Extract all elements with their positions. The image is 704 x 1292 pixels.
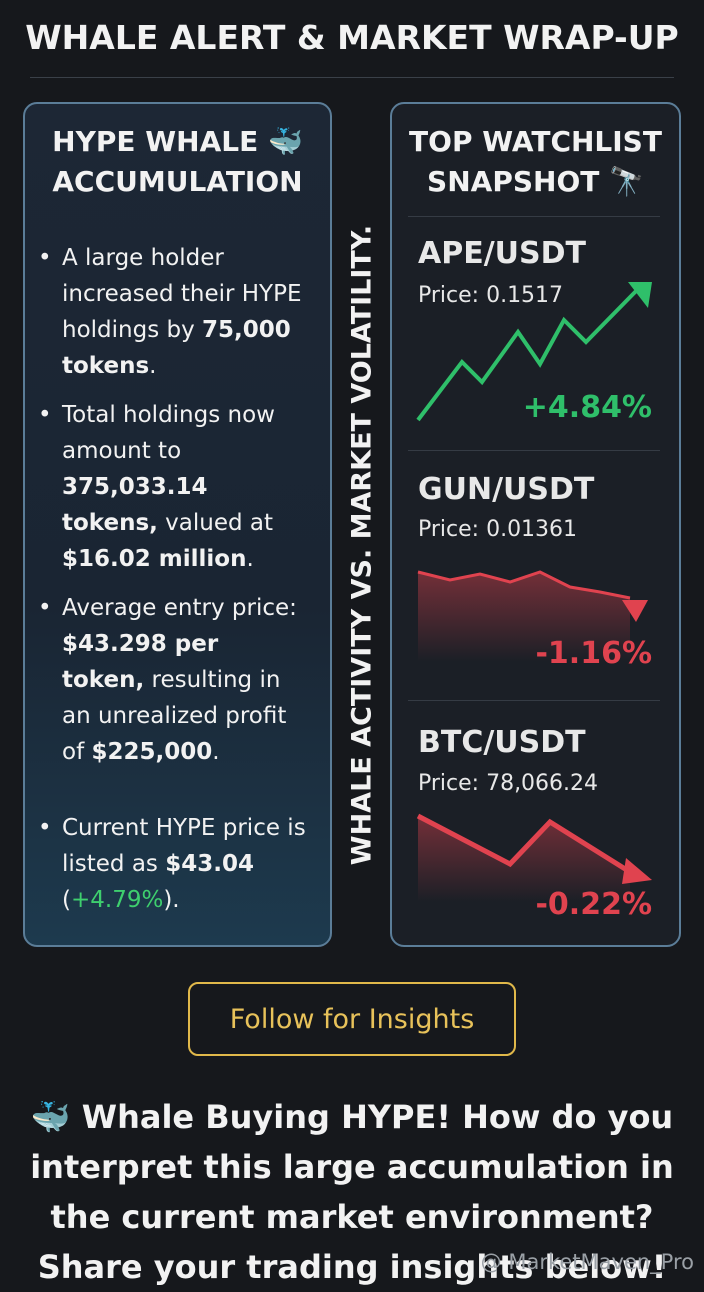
right-panel [390, 102, 681, 947]
sparkline [416, 813, 632, 875]
bullet: A large holder increased their HYPE hold… [38, 240, 306, 384]
side-label: WHALE ACTIVITY VS. MARKET VOLATILITY. [346, 224, 378, 866]
arrow [622, 858, 652, 884]
pair: APE/USDT [418, 236, 586, 271]
bullet-text: Current HYPE price is listed as [62, 815, 306, 877]
bullet-text: $225,000 [91, 739, 213, 765]
separator [408, 216, 660, 217]
bullet-text: +4.79% [70, 887, 164, 913]
bullet-text: Average entry price: [62, 595, 297, 621]
title: WHALE ALERT & MARKET WRAP-UP [25, 18, 679, 57]
sparkline-area [418, 816, 630, 902]
sparkline-area [418, 572, 630, 662]
panel-title: HYPE WHALE 🐳 ACCUMULATION [23, 122, 332, 202]
change: -0.22% [535, 887, 652, 922]
title-line: SNAPSHOT 🔭 [427, 165, 644, 198]
price: Price: 0.01361 [418, 517, 578, 542]
change: +4.84% [522, 390, 652, 425]
change: -1.16% [535, 636, 652, 671]
bullet-text: ( [62, 887, 71, 913]
pair: BTC/USDT [418, 725, 586, 760]
bullet-text: $16.02 million [62, 546, 247, 572]
sparkline [417, 570, 631, 600]
sparkline [416, 285, 642, 422]
bullet-text: . [246, 546, 254, 572]
title-line: HYPE WHALE 🐳 [52, 125, 303, 158]
bullet: Current HYPE price is listed as $43.04 (… [38, 810, 306, 918]
bullet-text: A large holder increased their HYPE hold… [62, 245, 302, 343]
arrow [628, 282, 652, 308]
title-line: TOP WATCHLIST [409, 125, 662, 158]
bullet: Total holdings now amount to 375,033.14 … [38, 397, 306, 577]
pair: GUN/USDT [418, 472, 595, 507]
arrow [622, 600, 648, 622]
price: Price: 0.1517 [418, 283, 564, 308]
title-line: ACCUMULATION [52, 165, 303, 198]
bullet-text: . [212, 739, 220, 765]
watermark: @ MarketMaven_Pro [480, 1250, 694, 1274]
panel-title: TOP WATCHLIST SNAPSHOT 🔭 [390, 122, 681, 202]
divider [30, 77, 674, 78]
follow-button[interactable]: Follow for Insights [188, 982, 516, 1056]
bullet: Average entry price: $43.298 per token, … [38, 590, 306, 770]
separator [408, 700, 660, 701]
bullet-text: . [149, 353, 157, 379]
bullet-text: valued at [157, 510, 274, 536]
price: Price: 78,066.24 [418, 771, 599, 796]
bullet-text: Total holdings now amount to [62, 402, 275, 464]
bullet-text: ). [163, 887, 180, 913]
bullet-text: $43.04 [165, 851, 254, 877]
bullet-text: resulting in an unrealized profit of [62, 667, 287, 765]
separator [408, 450, 660, 451]
bullet-text: 375,033.14 tokens, [62, 474, 208, 536]
sparklines [416, 282, 652, 902]
bullet-text: 75,000 tokens [62, 317, 291, 379]
bullet-text: $43.298 per token, [62, 631, 219, 693]
footer-text: 🐳 Whale Buying HYPE! How do you interpre… [30, 1098, 674, 1286]
